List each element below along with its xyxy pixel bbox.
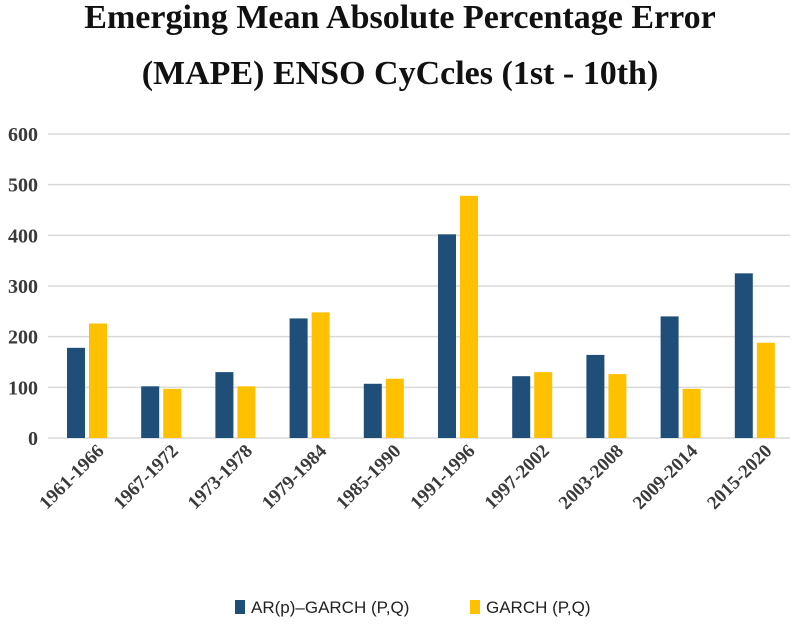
x-tick-label: 1961-1966 (35, 441, 108, 514)
bar-garch-2003-2008 (608, 374, 627, 438)
bar-garch-1997-2002 (534, 372, 553, 438)
y-axis-ticks: 0 100 200 300 400 500 600 (8, 124, 38, 450)
bar-garch-1961-1966 (89, 323, 107, 438)
bar-garch-1973-1978 (237, 386, 256, 438)
y-tick-label: 400 (8, 225, 38, 247)
bar-ar-garch-1973-1978 (215, 372, 234, 438)
y-tick-label: 100 (8, 377, 38, 399)
y-tick-label: 200 (8, 327, 38, 349)
legend-label-garch: GARCH (P,Q) (486, 598, 591, 617)
chart-title-line-2: (MAPE) ENSO CyCcles (1st - 10th) (142, 55, 659, 92)
bar-ar-garch-1961-1966 (67, 347, 85, 438)
bar-garch-2015-2020 (756, 342, 775, 438)
x-tick-label: 2003-2008 (555, 441, 628, 514)
bar-ar-garch-1979-1984 (289, 318, 308, 438)
x-tick-label: 1985-1990 (332, 441, 405, 514)
bar-garch-1985-1990 (385, 378, 404, 438)
bar-garch-1991-1996 (460, 195, 478, 438)
y-tick-label: 300 (8, 276, 38, 298)
bar-ar-garch-2015-2020 (734, 273, 753, 438)
bars (67, 195, 775, 438)
x-tick-label: 1973-1978 (184, 441, 257, 514)
x-tick-label: 2009-2014 (629, 440, 702, 513)
bar-ar-garch-2003-2008 (586, 354, 605, 438)
bar-ar-garch-1967-1972 (141, 386, 160, 438)
x-axis-ticks: 1961-1966 1967-1972 1973-1978 1979-1984 1985… (35, 440, 776, 513)
legend-swatch-garch (470, 600, 480, 614)
gridlines (48, 133, 790, 439)
x-tick-label: 1979-1984 (258, 440, 331, 513)
bar-garch-1979-1984 (311, 312, 330, 438)
bar-ar-garch-2009-2014 (660, 316, 679, 438)
legend: AR(p)–GARCH (P,Q) GARCH (P,Q) (235, 598, 591, 617)
bar-ar-garch-1985-1990 (363, 383, 382, 438)
x-tick-label: 1967-1972 (110, 441, 183, 514)
bar-ar-garch-1991-1996 (438, 234, 456, 438)
legend-swatch-ar-garch (235, 600, 245, 614)
y-tick-label: 0 (28, 428, 38, 450)
bar-garch-2009-2014 (682, 388, 701, 438)
x-tick-label: 1991-1996 (406, 441, 479, 514)
bar-ar-garch-1997-2002 (512, 376, 531, 438)
bar-garch-1967-1972 (163, 388, 182, 438)
legend-label-ar-garch: AR(p)–GARCH (P,Q) (251, 598, 409, 617)
x-tick-label: 1997-2002 (481, 441, 554, 514)
y-tick-label: 600 (8, 124, 38, 146)
y-tick-label: 500 (8, 175, 38, 197)
x-tick-label: 2015-2020 (703, 441, 776, 514)
chart-title-line-1: Emerging Mean Absolute Percentage Error (84, 0, 715, 36)
